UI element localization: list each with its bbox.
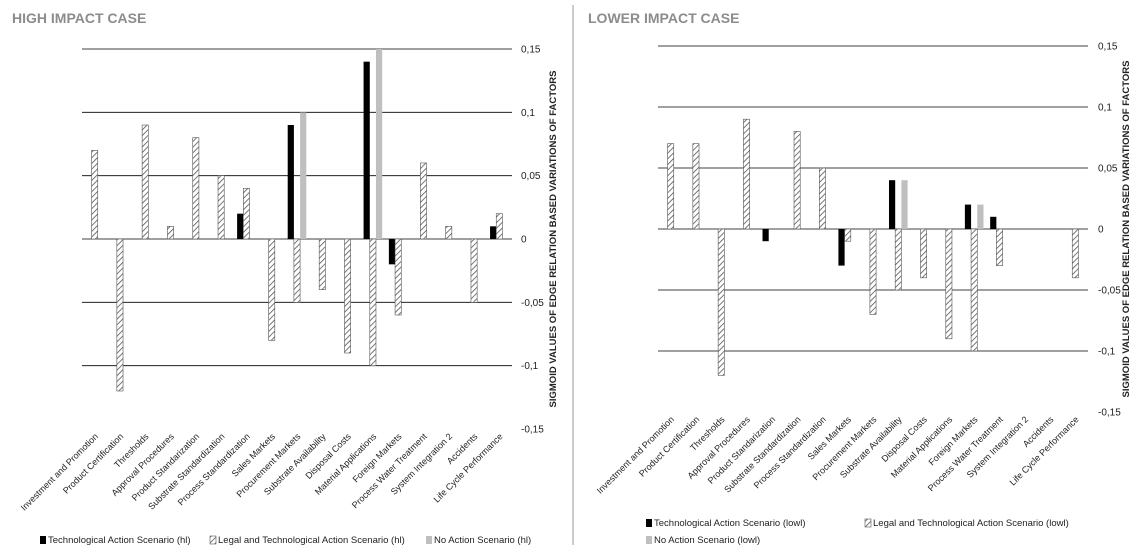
y-tick-label: 0,15 (1098, 42, 1118, 53)
bar-legal-tech (420, 162, 427, 240)
bar-legal-tech (268, 238, 276, 341)
bar-legal-tech (844, 228, 852, 242)
chart-title: LOWER IMPACT CASE (588, 10, 739, 26)
bar-tech (990, 216, 997, 229)
bar-legal-tech (293, 238, 301, 303)
bar-legal-tech (743, 118, 750, 230)
bar-legal-tech (116, 238, 124, 392)
legend-label: Legal and Technological Action Scenario … (218, 535, 405, 546)
bar-legal-tech (869, 228, 877, 315)
bar-legal-tech (217, 175, 225, 240)
bar-legal-tech (243, 188, 250, 240)
bar-tech (762, 229, 769, 242)
bar-legal-tech (1071, 228, 1079, 279)
y-tick-label: 0,15 (521, 45, 541, 56)
bar-legal-tech (141, 124, 149, 240)
bar-no-action (901, 180, 908, 229)
legend-swatch (209, 535, 217, 545)
y-tick-label: 0 (521, 235, 527, 246)
bar-legal-tech (970, 228, 978, 352)
legend-swatch (426, 536, 432, 544)
bar-legal-tech (167, 226, 174, 240)
bar-legal-tech (692, 143, 700, 230)
bar-legal-tech (192, 137, 200, 240)
bar-legal-tech (495, 213, 503, 240)
legend-label: Legal and Technological Action Scenario … (873, 518, 1069, 529)
bar-legal-tech (344, 238, 351, 354)
bar-legal-tech (819, 167, 826, 230)
bar-tech (287, 125, 294, 239)
bar-legal-tech (470, 238, 478, 303)
bar-legal-tech (996, 228, 1003, 266)
bar-legal-tech (318, 238, 326, 290)
chart-title: HIGH IMPACT CASE (12, 10, 146, 26)
y-tick-label: 0,1 (1098, 103, 1112, 114)
bar-tech (237, 213, 244, 239)
bar-legal-tech (91, 150, 99, 240)
bar-legal-tech (369, 238, 377, 366)
bar-no-action (375, 49, 383, 239)
y-tick-label: 0,1 (521, 108, 535, 119)
bar-tech (388, 239, 396, 265)
chart-panel-high-impact: HIGH IMPACT CASE 0,15 0,1 0,05 0 -0,05 -0,1 -0,… (12, 10, 559, 546)
y-tick-label: -0,15 (1098, 408, 1121, 419)
y-tick-label: -0,1 (521, 361, 539, 372)
bar-no-action (977, 204, 984, 229)
legend-swatch (646, 536, 652, 544)
legend-label: No Action Scenario (hl) (434, 535, 531, 546)
bar-legal-tech (793, 131, 801, 230)
bar-tech (964, 204, 972, 229)
legend-label: Technological Action Scenario (hl) (48, 535, 191, 546)
y-tick-label: -0,1 (1098, 347, 1116, 358)
bar-legal-tech (667, 143, 675, 230)
y-tick-label: 0 (1098, 225, 1104, 236)
y-axis-label: SIGMOID VALUES OF EDGE RELATION BASED VA… (548, 71, 559, 408)
bar-legal-tech (894, 228, 902, 291)
legend-label: No Action Scenario (lowl) (654, 535, 760, 546)
legend-label: Technological Action Scenario (lowl) (654, 518, 806, 529)
bar-legal-tech (394, 238, 402, 316)
y-tick-label: -0,05 (1098, 286, 1121, 297)
y-axis-label: SIGMOID VALUES OF EDGE RELATION BASED VA… (1121, 61, 1132, 398)
bar-legal-tech (920, 228, 927, 279)
bar-no-action (300, 112, 307, 239)
bar-legal-tech (717, 228, 725, 376)
legend-swatch (646, 519, 652, 527)
bar-tech (363, 61, 370, 239)
bar-tech (888, 180, 896, 229)
y-tick-label: 0,05 (1098, 164, 1118, 175)
bar-tech (838, 229, 845, 266)
y-tick-label: -0,15 (521, 425, 544, 436)
bar-legal-tech (445, 226, 453, 240)
bar-legal-tech (945, 228, 953, 340)
bar-tech (490, 226, 497, 239)
y-tick-label: 0,05 (521, 171, 541, 182)
legend-swatch (40, 536, 46, 544)
chart-panel-lower-impact: LOWER IMPACT CASE 0,15 0,1 0,05 0 -0,05 -0,1 -0… (588, 10, 1132, 546)
y-tick-label: -0,05 (521, 298, 544, 309)
legend-swatch (864, 518, 872, 528)
